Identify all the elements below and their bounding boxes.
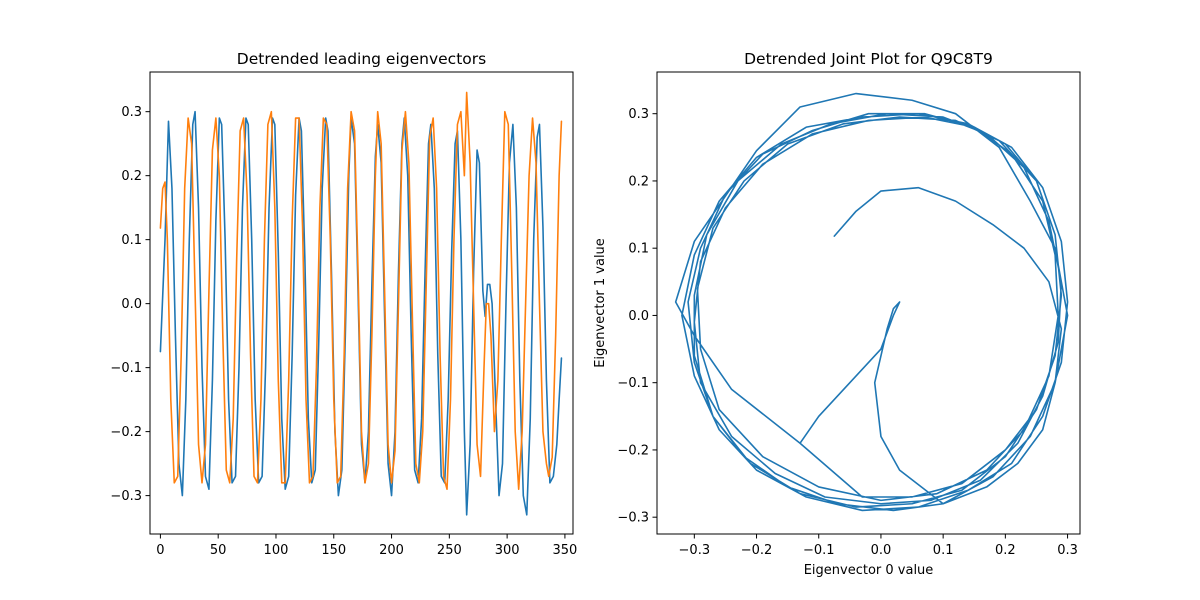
chart-right-y-tick-label: 0.3 [628,107,649,122]
chart-left-y-tick-label: 0.2 [121,169,142,184]
chart-left-x-tick: 100 [264,534,289,558]
chart-left-x-axis: 0 50 100 150 200 250 300 350 [156,534,577,558]
chart-left-y-tick-label: 0.1 [121,233,142,248]
chart-right-y-tick-label: 0.1 [628,242,649,257]
chart-right-x-tick-label: 0.2 [995,543,1016,558]
chart-left-x-tick: 300 [495,534,520,558]
chart-right-x-tick: −0.2 [741,534,773,558]
chart-left-x-tick-label: 150 [321,543,346,558]
chart-right-y-tick: 0.1 [628,242,657,257]
chart-left-y-tick: −0.1 [110,361,150,376]
chart-left-y-tick: −0.3 [110,489,150,504]
chart-right: Detrended Joint Plot for Q9C8T9 −0.3 −0.2… [593,50,1081,578]
chart-left-y-tick-label: 0.3 [121,105,142,120]
chart-right-x-tick: −0.3 [679,534,711,558]
chart-right-y-tick-label: 0.0 [628,309,649,324]
chart-right-x-tick-label: 0.0 [871,543,892,558]
chart-right-y-tick-label: −0.1 [617,376,649,391]
chart-right-x-tick: 0.3 [1057,534,1078,558]
chart-left-y-tick-label: −0.1 [110,361,142,376]
chart-left-y-tick-label: −0.2 [110,425,142,440]
chart-left-y-tick: 0.1 [121,233,150,248]
chart-right-x-tick-label: 0.3 [1057,543,1078,558]
chart-right-y-axis: −0.3 −0.2 −0.1 0.0 0.1 0.2 0.3 [617,107,657,526]
chart-left-y-tick: 0.2 [121,169,150,184]
chart-left-y-tick: 0.0 [121,297,150,312]
chart-left-x-tick-label: 350 [552,543,577,558]
chart-right-y-tick: 0.0 [628,309,657,324]
chart-left-x-tick: 50 [210,534,227,558]
chart-left-plot-area [159,91,563,516]
chart-right-y-tick: 0.2 [628,174,657,189]
chart-left-x-tick-label: 0 [156,543,164,558]
chart-right-y-axis-label: Eigenvector 1 value [593,238,608,368]
chart-right-x-tick: 0.2 [995,534,1016,558]
chart-right-y-tick-label: −0.2 [617,443,649,458]
chart-right-y-tick-label: 0.2 [628,174,649,189]
chart-left-y-tick-label: 0.0 [121,297,142,312]
chart-right-title: Detrended Joint Plot for Q9C8T9 [744,50,993,68]
chart-left-x-tick-label: 200 [379,543,404,558]
chart-right-plot-area [674,92,1069,512]
chart-left-y-axis: −0.3 −0.2 −0.1 0.0 0.1 0.2 0.3 [110,105,150,504]
chart-right-y-tick: −0.2 [617,443,657,458]
chart-right-x-tick: 0.0 [871,534,892,558]
chart-left-series-line-1 [159,91,563,491]
chart-left-x-tick: 200 [379,534,404,558]
chart-right-x-axis: −0.3 −0.2 −0.1 0.0 0.1 0.2 0.3 [679,534,1078,558]
chart-right-x-tick-label: −0.1 [803,543,835,558]
chart-left-x-tick-label: 250 [437,543,462,558]
chart-left-y-tick: 0.3 [121,105,150,120]
chart-right-frame [656,71,1081,535]
chart-left-x-tick-label: 100 [264,543,289,558]
chart-right-x-tick-label: 0.1 [933,543,954,558]
chart-left-x-tick: 250 [437,534,462,558]
chart-right-x-tick: −0.1 [803,534,835,558]
chart-left-y-tick-label: −0.3 [110,489,142,504]
chart-right-y-tick: −0.3 [617,511,657,526]
chart-left-x-tick: 150 [321,534,346,558]
chart-left-title: Detrended leading eigenvectors [237,50,486,68]
chart-left-x-tick-label: 300 [495,543,520,558]
chart-left-y-tick: −0.2 [110,425,150,440]
chart-right-y-tick: −0.1 [617,376,657,391]
chart-left-x-tick: 350 [552,534,577,558]
chart-left-x-tick: 0 [156,534,165,558]
chart-left-x-tick-label: 50 [210,543,227,558]
chart-left: Detrended leading eigenvectors 0 50 100 150… [110,50,577,558]
chart-right-y-tick: 0.3 [628,107,657,122]
chart-left-frame [149,71,574,535]
chart-right-x-tick-label: −0.2 [741,543,773,558]
chart-right-y-tick-label: −0.3 [617,511,649,526]
chart-right-x-axis-label: Eigenvector 0 value [804,563,934,578]
chart-right-series-line-0 [674,92,1069,512]
chart-right-x-tick: 0.1 [933,534,954,558]
chart-right-x-tick-label: −0.3 [679,543,711,558]
